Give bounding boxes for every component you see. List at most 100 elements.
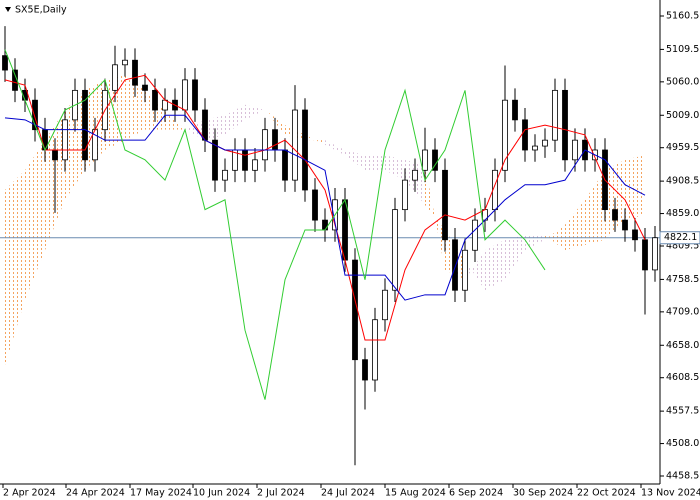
- cloud-segment: [5, 170, 25, 365]
- candle-body: [222, 169, 228, 181]
- candle-body: [272, 129, 278, 151]
- candle-body: [192, 79, 198, 111]
- cloud-segment: [585, 170, 605, 246]
- x-tick-label: 30 Sep 2024: [513, 488, 573, 499]
- candle-body: [62, 119, 68, 161]
- candle-body: [542, 139, 548, 147]
- candle-body: [162, 99, 168, 111]
- candle-body: [552, 89, 558, 141]
- candle-body: [242, 149, 248, 171]
- candle-body: [2, 55, 8, 71]
- y-tick-label: 4557.5: [666, 406, 699, 417]
- y-tick-label: 5009.0: [666, 110, 699, 121]
- candle-body: [202, 109, 208, 141]
- y-tick-label: 4508.0: [666, 438, 699, 449]
- candle-body: [432, 149, 438, 171]
- title-marker: [5, 7, 11, 12]
- candle-body: [572, 139, 578, 161]
- candle-body: [262, 129, 268, 161]
- candle-body: [282, 149, 288, 181]
- cloud-segment: [65, 90, 85, 200]
- cloud-segment: [325, 140, 345, 156]
- cloud-segment: [25, 140, 45, 301]
- candle-body: [132, 59, 138, 86]
- x-tick-label: 6 Sep 2024: [449, 488, 503, 499]
- candle-body: [112, 64, 118, 91]
- candle-body: [452, 239, 458, 291]
- candle-body: [292, 109, 298, 181]
- candle-body: [402, 179, 408, 211]
- y-tick-label: 5160.5: [666, 10, 699, 21]
- candle-body: [502, 99, 508, 171]
- cloud-segment: [205, 115, 225, 141]
- x-tick-label: 2 Apr 2024: [3, 488, 56, 499]
- candle-body: [322, 219, 328, 231]
- candle-body: [412, 169, 418, 181]
- candle-body: [142, 84, 148, 91]
- candle-body: [372, 319, 378, 381]
- candle-body: [382, 289, 388, 321]
- cloud-segment: [125, 75, 145, 141]
- cloud-segment: [305, 134, 325, 145]
- y-tick-label: 4458.5: [666, 471, 699, 482]
- candle-body: [462, 249, 468, 291]
- y-tick-label: 4809.5: [666, 240, 699, 251]
- cloud-segment: [385, 155, 405, 181]
- y-tick-label: 4709.0: [666, 306, 699, 317]
- cloud-segment: [505, 235, 525, 280]
- candle-body: [612, 209, 618, 221]
- cloud-segment: [485, 239, 505, 291]
- x-tick-label: 10 Jun 2024: [193, 488, 250, 499]
- candle-body: [32, 99, 38, 131]
- cloud-segment: [245, 104, 265, 120]
- candle-body: [632, 229, 638, 241]
- cloud-segment: [225, 104, 245, 135]
- y-tick-label: 4908.5: [666, 176, 699, 187]
- candle-body: [392, 209, 398, 291]
- last-price-label: 4822.1: [664, 232, 697, 243]
- indicator-line: [4, 114, 646, 301]
- y-tick-label: 5060.0: [666, 76, 699, 87]
- x-tick-label: 17 May 2024: [130, 488, 192, 499]
- candle-body: [442, 169, 448, 241]
- plot-area: [0, 26, 660, 466]
- indicator-line: [4, 49, 546, 400]
- x-tick-label: 24 Apr 2024: [66, 488, 125, 499]
- candle-body: [302, 109, 308, 191]
- candle-body: [522, 119, 528, 151]
- candle-body: [652, 237, 658, 271]
- y-tick-label: 4658.0: [666, 340, 699, 351]
- cloud-segment: [265, 110, 285, 135]
- y-tick-label: 5109.5: [666, 44, 699, 55]
- x-tick-label: 15 Aug 2024: [385, 488, 446, 499]
- cloud-segment: [185, 119, 205, 141]
- cloud-segment: [345, 149, 365, 171]
- candle-body: [362, 359, 368, 381]
- indicator-line: [4, 74, 646, 341]
- candle-body: [422, 149, 428, 171]
- candle-body: [252, 159, 258, 171]
- x-tick-label: 22 Oct 2024: [577, 488, 636, 499]
- last-price-tag: [659, 231, 700, 245]
- candle-body: [562, 89, 568, 161]
- candle-body: [472, 219, 478, 251]
- cloud-segment: [365, 155, 385, 171]
- candle-body: [52, 149, 58, 161]
- y-tick-label: 4608.5: [666, 372, 699, 383]
- chart-title: SX5E,Daily: [15, 5, 67, 16]
- candle-body: [312, 189, 318, 221]
- x-tick-label: 13 Nov 2024: [641, 488, 700, 499]
- cloud-segment: [425, 165, 445, 270]
- candle-body: [212, 139, 218, 181]
- candle-body: [122, 59, 128, 66]
- candle-body: [532, 145, 538, 151]
- candle-body: [182, 79, 188, 111]
- candle-body: [622, 219, 628, 231]
- y-tick-label: 4859.0: [666, 208, 699, 219]
- cloud-segment: [465, 250, 485, 291]
- x-tick-label: 24 Jul 2024: [321, 488, 375, 499]
- candle-body: [82, 89, 88, 161]
- y-tick-label: 4959.5: [666, 142, 699, 153]
